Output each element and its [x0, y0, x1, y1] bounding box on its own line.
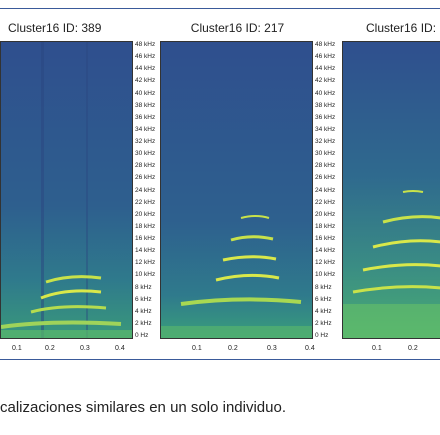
y-axis-ticks-2: 48 kHz 46 kHz 44 kHz 42 kHz 40 kHz 38 kHz 36 k…	[315, 41, 345, 339]
spectrogram-svg-3	[343, 42, 440, 338]
y-tick: 44 kHz	[135, 65, 156, 73]
y-tick: 48 kHz	[135, 41, 156, 48]
x-tick: 0.2	[228, 345, 238, 352]
spectrogram-panel-1: Cluster16 ID: 389	[0, 9, 155, 359]
spectrogram-image-1	[0, 41, 133, 339]
y-tick: 48 kHz	[315, 41, 336, 48]
y-tick: 24 kHz	[315, 186, 336, 194]
spectrogram-image-3	[342, 41, 440, 339]
y-tick: 4 kHz	[315, 307, 332, 315]
figure-caption: calizaciones similares en un solo indivi…	[0, 399, 286, 416]
y-tick: 8 kHz	[135, 283, 152, 291]
panel-title-1: Cluster16 ID: 389	[8, 21, 102, 35]
y-tick: 22 kHz	[315, 198, 336, 206]
y-tick: 18 kHz	[135, 222, 156, 230]
y-tick: 10 kHz	[315, 271, 336, 279]
spectrogram-svg-2	[161, 42, 312, 338]
x-tick: 0.2	[45, 345, 55, 352]
y-tick: 38 kHz	[135, 101, 156, 109]
x-tick: 0.1	[12, 345, 22, 352]
y-tick: 32 kHz	[135, 138, 156, 145]
y-tick: 14 kHz	[135, 247, 156, 255]
spectrogram-panel-2: Cluster16 ID: 217	[160, 9, 335, 359]
y-tick: 32 kHz	[315, 138, 336, 145]
y-tick: 30 kHz	[315, 150, 336, 158]
y-tick: 20 kHz	[315, 210, 336, 218]
y-tick: 34 kHz	[135, 125, 156, 133]
y-tick: 36 kHz	[135, 113, 156, 121]
y-tick: 26 kHz	[135, 174, 156, 182]
y-tick: 40 kHz	[315, 89, 336, 97]
y-tick: 42 kHz	[135, 77, 156, 85]
y-tick: 14 kHz	[315, 247, 336, 255]
x-tick: 0.4	[115, 345, 125, 352]
y-tick: 38 kHz	[315, 101, 336, 109]
y-tick: 30 kHz	[135, 150, 156, 158]
y-tick: 42 kHz	[315, 77, 336, 85]
y-tick: 46 kHz	[315, 53, 336, 61]
y-tick: 46 kHz	[135, 53, 156, 61]
y-tick: 8 kHz	[315, 283, 332, 291]
panel-title-2: Cluster16 ID: 217	[190, 21, 285, 35]
y-tick: 26 kHz	[315, 174, 336, 182]
y-tick: 28 kHz	[135, 162, 156, 170]
y-axis-ticks-1: 48 kHz 46 kHz 44 kHz 42 kHz 40 kHz 38 kHz 36 k…	[135, 41, 165, 339]
y-tick: 18 kHz	[315, 222, 336, 230]
y-tick: 16 kHz	[135, 235, 156, 242]
y-tick: 36 kHz	[315, 113, 336, 121]
x-tick: 0.4	[305, 345, 315, 352]
y-tick: 24 kHz	[135, 186, 156, 194]
y-tick: 10 kHz	[135, 271, 156, 279]
y-tick: 0 Hz	[315, 332, 329, 339]
y-tick: 2 kHz	[315, 319, 332, 327]
x-tick: 0.3	[267, 345, 277, 352]
y-tick: 4 kHz	[135, 307, 152, 315]
y-tick: 12 kHz	[315, 259, 336, 267]
spectrogram-panel-3: Cluster16 ID:	[342, 9, 440, 359]
y-tick: 44 kHz	[315, 65, 336, 73]
panel-title-3: Cluster16 ID:	[366, 21, 437, 35]
y-tick: 28 kHz	[315, 162, 336, 170]
y-tick: 34 kHz	[315, 125, 336, 133]
y-tick: 12 kHz	[135, 259, 156, 267]
x-tick: 0.1	[192, 345, 202, 352]
y-tick: 40 kHz	[135, 89, 156, 97]
x-tick: 0.1	[372, 345, 382, 352]
y-tick: 22 kHz	[135, 198, 156, 206]
y-tick: 16 kHz	[315, 235, 336, 242]
y-tick: 6 kHz	[135, 295, 152, 303]
spectrogram-svg-1	[1, 42, 132, 338]
y-tick: 20 kHz	[135, 210, 156, 218]
spectrogram-image-2	[160, 41, 313, 339]
spectrogram-figure: Cluster16 ID: 389	[0, 8, 440, 360]
y-tick: 2 kHz	[135, 319, 152, 327]
y-tick: 6 kHz	[315, 295, 332, 303]
x-tick: 0.2	[408, 345, 418, 352]
x-tick: 0.3	[80, 345, 90, 352]
y-tick: 0 Hz	[135, 332, 149, 339]
